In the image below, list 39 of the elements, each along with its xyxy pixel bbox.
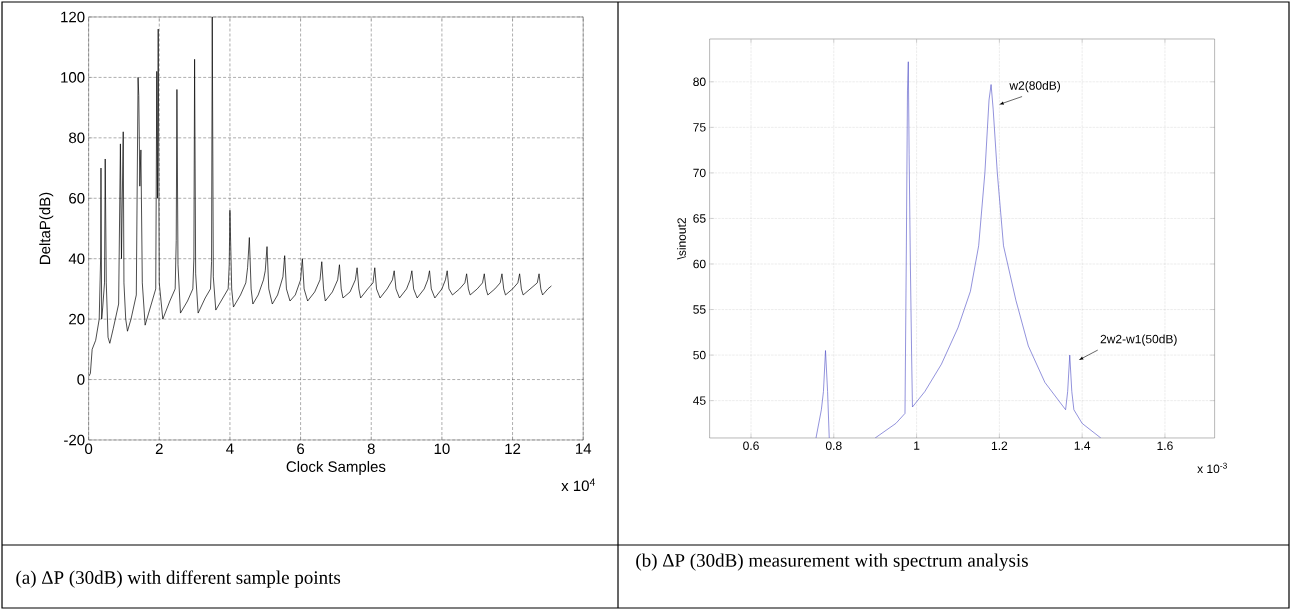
y-axis-title: \sinout2 xyxy=(677,218,686,260)
y-tick-label: 70 xyxy=(693,168,706,178)
x-tick-label: 14 xyxy=(576,443,592,454)
x-axis-title: Clock Samples xyxy=(286,460,386,475)
x-tick-label: 12 xyxy=(505,443,521,454)
text: x 10$^{-3}$ xyxy=(1197,462,1227,474)
x-tick-label: 1.2 xyxy=(991,441,1008,450)
text: x 10$^{4}$ xyxy=(561,478,596,492)
x-tick-label: 8 xyxy=(367,443,375,455)
x-tick-label: 2 xyxy=(155,443,163,454)
y-tick-label: 60 xyxy=(69,192,85,204)
y-tick-label: 80 xyxy=(69,132,85,144)
y-tick-label: 60 xyxy=(693,259,706,269)
x-tick-label: 0.8 xyxy=(825,441,842,451)
y-tick-label: 55 xyxy=(693,305,706,314)
y-tick-label: 0 xyxy=(77,374,85,385)
y-tick-label: 100 xyxy=(61,72,85,83)
annotation: w2(80dB) xyxy=(1009,80,1061,93)
y-tick-label: 20 xyxy=(69,313,85,325)
x-tick-label: 1.6 xyxy=(1157,441,1173,451)
x-tick-label: 1 xyxy=(914,441,920,450)
x-tick-label: 1.4 xyxy=(1074,441,1091,450)
x-tick-label: 4 xyxy=(226,443,234,454)
x-tick-label: 0 xyxy=(85,443,93,455)
x-tick-label: 10 xyxy=(434,443,450,455)
y-tick-label: 50 xyxy=(693,350,706,360)
y-tick-label: 40 xyxy=(68,253,85,264)
text: (b) ΔP (30dB) measurement with spectrum analysis xyxy=(636,553,1028,571)
y-axis-title: DeltaP(dB) xyxy=(39,192,54,264)
y-tick-label: 120 xyxy=(61,11,85,23)
y-tick-label: -20 xyxy=(64,434,85,446)
y-tick-label: 45 xyxy=(693,396,706,405)
y-tick-label: 80 xyxy=(693,77,706,87)
annotation: 2w2-w1(50dB) xyxy=(1100,334,1177,346)
text: (a) ΔP (30dB) with different sample points xyxy=(16,570,341,588)
x-tick-label: 6 xyxy=(297,443,305,455)
y-tick-label: 75 xyxy=(693,123,706,132)
y-tick-label: 65 xyxy=(693,214,706,223)
x-tick-label: 0.6 xyxy=(743,441,759,451)
